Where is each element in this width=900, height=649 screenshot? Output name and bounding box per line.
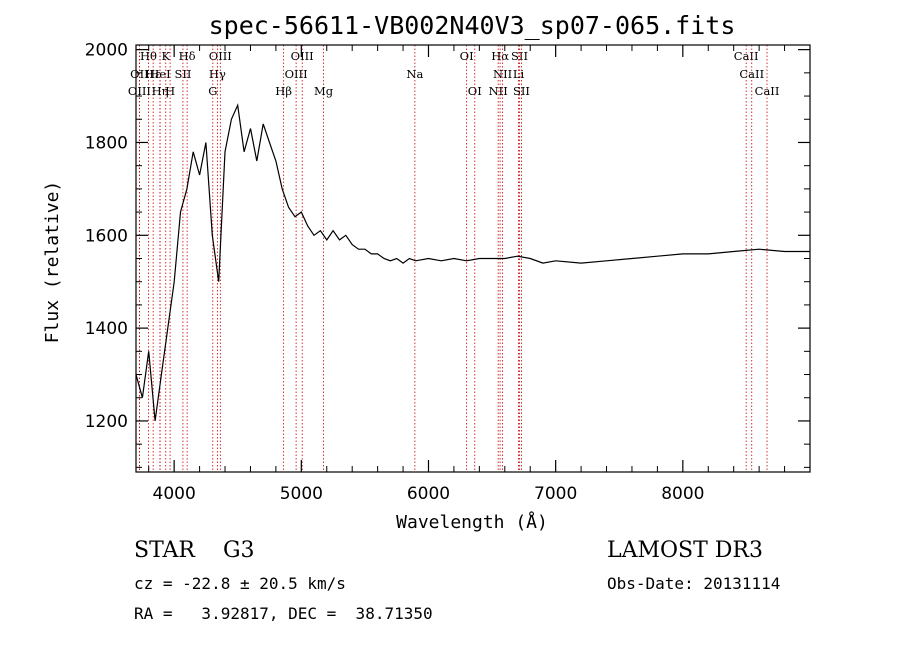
line-marker-label: G [208, 84, 217, 98]
line-marker-label: CaII [739, 67, 764, 81]
coordinates: RA = 3.92817, DEC = 38.71350 [134, 604, 433, 623]
spectrum-line [135, 103, 810, 421]
x-axis-label: Wavelength (Å) [396, 511, 548, 533]
x-tick-label: 6000 [407, 484, 450, 504]
line-marker-label: OI [468, 84, 482, 98]
line-marker-label: CaII [755, 84, 780, 98]
line-marker-label: CaII [734, 49, 759, 63]
line-marker-label: Hθ [140, 49, 157, 63]
y-tick-label: 1200 [85, 412, 128, 432]
y-tick-label: 1800 [85, 133, 128, 153]
line-marker-label: K [161, 49, 170, 63]
line-marker-label: Hα [491, 49, 509, 63]
line-marker-label: SII [511, 49, 528, 63]
line-marker-label: OIII [291, 49, 314, 63]
y-axis-label: Flux (relative) [42, 181, 63, 344]
y-axis-ticks: 1200 1400 1600 1800 2000 [85, 41, 810, 468]
x-tick-label: 4000 [153, 484, 196, 504]
line-marker-label: NII [489, 84, 508, 98]
line-marker-label: Mg [314, 84, 334, 98]
redshift-info: cz = -22.8 ± 20.5 km/s [134, 574, 346, 593]
line-marker-label: Hγ [209, 67, 226, 81]
line-marker-label: Hβ [275, 84, 292, 98]
line-marker-label: NII [493, 67, 512, 81]
line-marker-label: Hδ [179, 49, 196, 63]
y-tick-label: 1600 [85, 226, 128, 246]
plot-frame [135, 44, 811, 473]
line-marker-label: Li [513, 67, 525, 81]
line-marker-label: SII [513, 84, 530, 98]
line-marker-label: Hε [145, 67, 161, 81]
line-marker-label: OIII [209, 49, 232, 63]
chart-title: spec-56611-VB002N40V3_sp07-065.fits [209, 11, 736, 40]
x-tick-label: 5000 [280, 484, 323, 504]
line-marker-label: OIII [285, 67, 308, 81]
line-marker-label: OIII [128, 84, 151, 98]
line-marker-label: SII [174, 67, 191, 81]
line-marker-label: OI [460, 49, 474, 63]
line-marker-label: Na [406, 67, 423, 81]
x-tick-label: 7000 [534, 484, 577, 504]
y-tick-label: 1400 [85, 319, 128, 339]
line-marker-label: H [165, 84, 175, 98]
y-tick-label: 2000 [85, 41, 128, 61]
line-marker-label: Hη [152, 84, 169, 98]
survey-name: LAMOST DR3 [607, 538, 763, 563]
x-axis-ticks: 4000 5000 6000 7000 8000 [148, 45, 786, 504]
object-class: STAR G3 [134, 538, 255, 563]
x-tick-label: 8000 [661, 484, 704, 504]
observation-date: Obs-Date: 20131114 [607, 574, 781, 593]
